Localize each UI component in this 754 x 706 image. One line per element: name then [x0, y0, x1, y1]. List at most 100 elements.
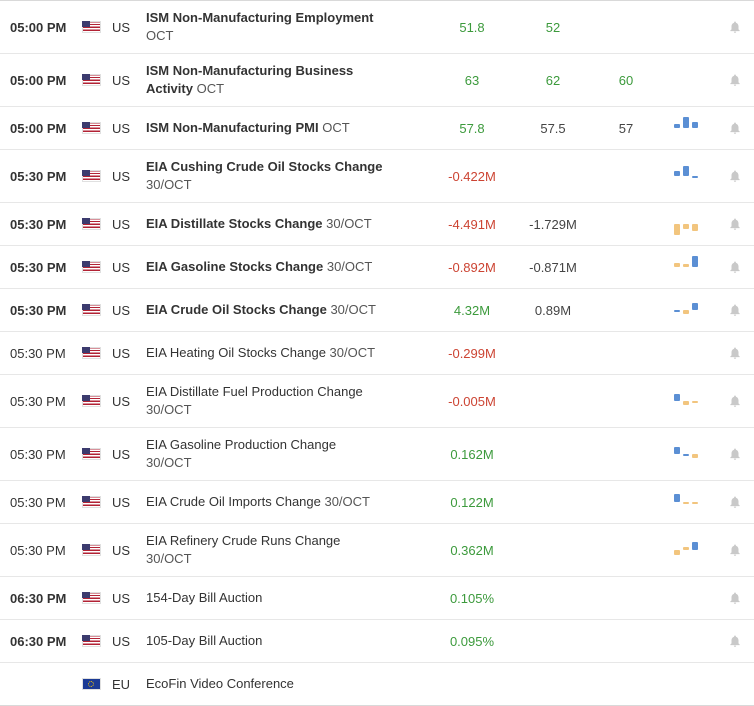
alert-cell[interactable] [716, 303, 754, 317]
calendar-row[interactable]: 05:30 PM US EIA Distillate Fuel Producti… [0, 375, 754, 428]
alert-cell[interactable] [716, 591, 754, 605]
mini-chart[interactable] [666, 537, 710, 563]
mini-chart-cell[interactable] [660, 628, 716, 654]
mini-chart-cell[interactable] [660, 254, 716, 280]
calendar-row[interactable]: 05:00 PM US ISM Non-Manufacturing PMI OC… [0, 107, 754, 150]
bell-icon[interactable] [728, 346, 742, 360]
bell-icon[interactable] [728, 495, 742, 509]
event-cell[interactable]: EIA Distillate Fuel Production Change 30… [146, 383, 430, 419]
event-name[interactable]: EIA Gasoline Stocks Change [146, 259, 324, 274]
calendar-row[interactable]: 05:30 PM US EIA Gasoline Stocks Change 3… [0, 246, 754, 289]
mini-chart-cell[interactable] [660, 67, 716, 93]
bell-icon[interactable] [728, 303, 742, 317]
alert-cell[interactable] [716, 447, 754, 461]
calendar-row[interactable]: 05:30 PM US EIA Distillate Stocks Change… [0, 203, 754, 246]
bell-icon[interactable] [728, 543, 742, 557]
mini-chart[interactable] [666, 441, 710, 467]
alert-cell[interactable] [716, 543, 754, 557]
mini-chart[interactable] [666, 388, 710, 414]
mini-chart-cell[interactable] [660, 671, 716, 697]
event-cell[interactable]: EcoFin Video Conference [146, 675, 430, 693]
event-name[interactable]: EIA Cushing Crude Oil Stocks Change [146, 159, 383, 174]
mini-chart[interactable] [666, 14, 710, 40]
bell-icon[interactable] [728, 121, 742, 135]
event-name[interactable]: ISM Non-Manufacturing Business Activity [146, 63, 354, 96]
event-name[interactable]: ISM Non-Manufacturing Employment [146, 10, 374, 25]
mini-chart[interactable] [666, 340, 710, 366]
alert-cell[interactable] [716, 394, 754, 408]
mini-chart[interactable] [666, 489, 710, 515]
bell-icon[interactable] [728, 73, 742, 87]
mini-chart-cell[interactable] [660, 163, 716, 189]
mini-chart-cell[interactable] [660, 388, 716, 414]
event-cell[interactable]: EIA Refinery Crude Runs Change 30/OCT [146, 532, 430, 568]
mini-chart-cell[interactable] [660, 211, 716, 237]
mini-chart-cell[interactable] [660, 441, 716, 467]
event-name[interactable]: ISM Non-Manufacturing PMI [146, 120, 319, 135]
event-name[interactable]: EIA Refinery Crude Runs Change [146, 533, 341, 548]
calendar-row[interactable]: 05:30 PM US EIA Heating Oil Stocks Chang… [0, 332, 754, 375]
calendar-row[interactable]: 06:30 PM US 154-Day Bill Auction 0.105% [0, 577, 754, 620]
event-name[interactable]: 105-Day Bill Auction [146, 633, 263, 648]
calendar-row[interactable]: 05:30 PM US EIA Refinery Crude Runs Chan… [0, 524, 754, 577]
event-cell[interactable]: EIA Cushing Crude Oil Stocks Change 30/O… [146, 158, 430, 194]
event-cell[interactable]: EIA Crude Oil Stocks Change 30/OCT [146, 301, 430, 319]
bell-icon[interactable] [728, 447, 742, 461]
calendar-row[interactable]: 05:00 PM US ISM Non-Manufacturing Busine… [0, 54, 754, 107]
bell-icon[interactable] [728, 260, 742, 274]
event-name[interactable]: EIA Distillate Fuel Production Change [146, 384, 363, 399]
event-cell[interactable]: EIA Gasoline Production Change 30/OCT [146, 436, 430, 472]
mini-chart-cell[interactable] [660, 14, 716, 40]
mini-chart[interactable] [666, 628, 710, 654]
alert-cell[interactable] [716, 346, 754, 360]
mini-chart[interactable] [666, 297, 710, 323]
alert-cell[interactable] [716, 73, 754, 87]
event-name[interactable]: EcoFin Video Conference [146, 676, 294, 691]
bell-icon[interactable] [728, 394, 742, 408]
mini-chart-cell[interactable] [660, 489, 716, 515]
event-cell[interactable]: ISM Non-Manufacturing PMI OCT [146, 119, 430, 137]
mini-chart-cell[interactable] [660, 340, 716, 366]
mini-chart[interactable] [666, 254, 710, 280]
bell-icon[interactable] [728, 169, 742, 183]
event-cell[interactable]: ISM Non-Manufacturing Business Activity … [146, 62, 430, 98]
event-cell[interactable]: EIA Gasoline Stocks Change 30/OCT [146, 258, 430, 276]
mini-chart[interactable] [666, 211, 710, 237]
mini-chart[interactable] [666, 115, 710, 141]
event-cell[interactable]: EIA Crude Oil Imports Change 30/OCT [146, 493, 430, 511]
mini-chart-cell[interactable] [660, 115, 716, 141]
calendar-row[interactable]: 05:30 PM US EIA Crude Oil Imports Change… [0, 481, 754, 524]
event-name[interactable]: EIA Crude Oil Imports Change [146, 494, 321, 509]
event-cell[interactable]: EIA Heating Oil Stocks Change 30/OCT [146, 344, 430, 362]
mini-chart-cell[interactable] [660, 537, 716, 563]
alert-cell[interactable] [716, 121, 754, 135]
bell-icon[interactable] [728, 20, 742, 34]
event-name[interactable]: 154-Day Bill Auction [146, 590, 263, 605]
alert-cell[interactable] [716, 20, 754, 34]
event-name[interactable]: EIA Crude Oil Stocks Change [146, 302, 327, 317]
alert-cell[interactable] [716, 169, 754, 183]
mini-chart-cell[interactable] [660, 297, 716, 323]
bell-icon[interactable] [728, 591, 742, 605]
event-name[interactable]: EIA Gasoline Production Change [146, 437, 337, 452]
calendar-row[interactable]: EU EcoFin Video Conference [0, 663, 754, 705]
event-cell[interactable]: 105-Day Bill Auction [146, 632, 430, 650]
mini-chart[interactable] [666, 671, 710, 697]
event-cell[interactable]: EIA Distillate Stocks Change 30/OCT [146, 215, 430, 233]
event-cell[interactable]: 154-Day Bill Auction [146, 589, 430, 607]
mini-chart[interactable] [666, 67, 710, 93]
alert-cell[interactable] [716, 217, 754, 231]
alert-cell[interactable] [716, 495, 754, 509]
calendar-row[interactable]: 05:00 PM US ISM Non-Manufacturing Employ… [0, 1, 754, 54]
alert-cell[interactable] [716, 260, 754, 274]
mini-chart[interactable] [666, 585, 710, 611]
calendar-row[interactable]: 05:30 PM US EIA Cushing Crude Oil Stocks… [0, 150, 754, 203]
bell-icon[interactable] [728, 217, 742, 231]
event-name[interactable]: EIA Heating Oil Stocks Change [146, 345, 326, 360]
bell-icon[interactable] [728, 634, 742, 648]
calendar-row[interactable]: 06:30 PM US 105-Day Bill Auction 0.095% [0, 620, 754, 663]
calendar-row[interactable]: 05:30 PM US EIA Crude Oil Stocks Change … [0, 289, 754, 332]
event-cell[interactable]: ISM Non-Manufacturing Employment OCT [146, 9, 430, 45]
alert-cell[interactable] [716, 634, 754, 648]
event-name[interactable]: EIA Distillate Stocks Change [146, 216, 323, 231]
